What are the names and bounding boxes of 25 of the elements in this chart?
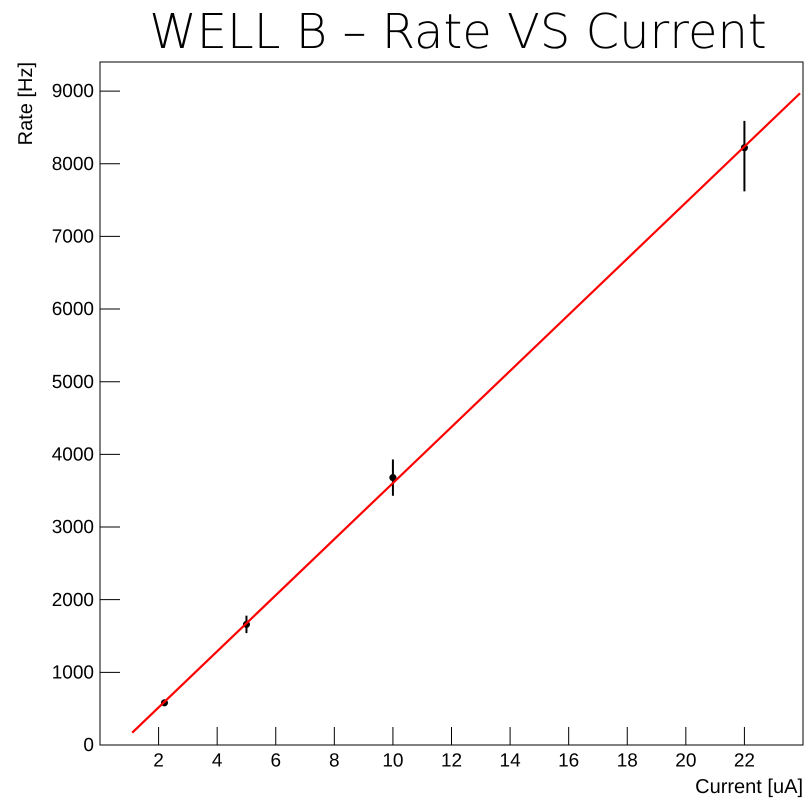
x-tick-label: 14 [500,750,522,772]
y-tick-label: 8000 [52,154,94,175]
y-tick-label: 9000 [52,81,94,102]
x-tick-label: 4 [212,750,223,772]
x-tick-label: 6 [270,750,282,772]
y-tick-label: 5000 [52,372,94,393]
x-tick-label: 2 [153,750,164,772]
x-tick-label: 16 [558,750,580,772]
x-tick-label: 8 [329,750,340,772]
y-tick-label: 4000 [52,444,94,466]
y-tick-label: 7000 [52,226,94,248]
y-axis-title: Rate [Hz] [15,62,37,146]
y-tick-label: 2000 [52,590,94,611]
chart-title: WELL B – Rate VS Current [149,4,767,60]
point [389,474,396,482]
x-tick-label: 10 [382,750,404,772]
x-tick-label: 12 [440,750,462,772]
x-tick-label: 20 [675,750,696,772]
y-tick-label: 3000 [52,517,94,538]
y-tick-label: 0 [83,735,94,756]
y-tick-label: 6000 [52,299,94,320]
x-axis-title: Current [uA] [695,776,803,798]
y-tick-label: 1000 [52,662,94,684]
x-tick-label: 18 [616,750,638,772]
x-tick-label: 22 [734,750,755,772]
